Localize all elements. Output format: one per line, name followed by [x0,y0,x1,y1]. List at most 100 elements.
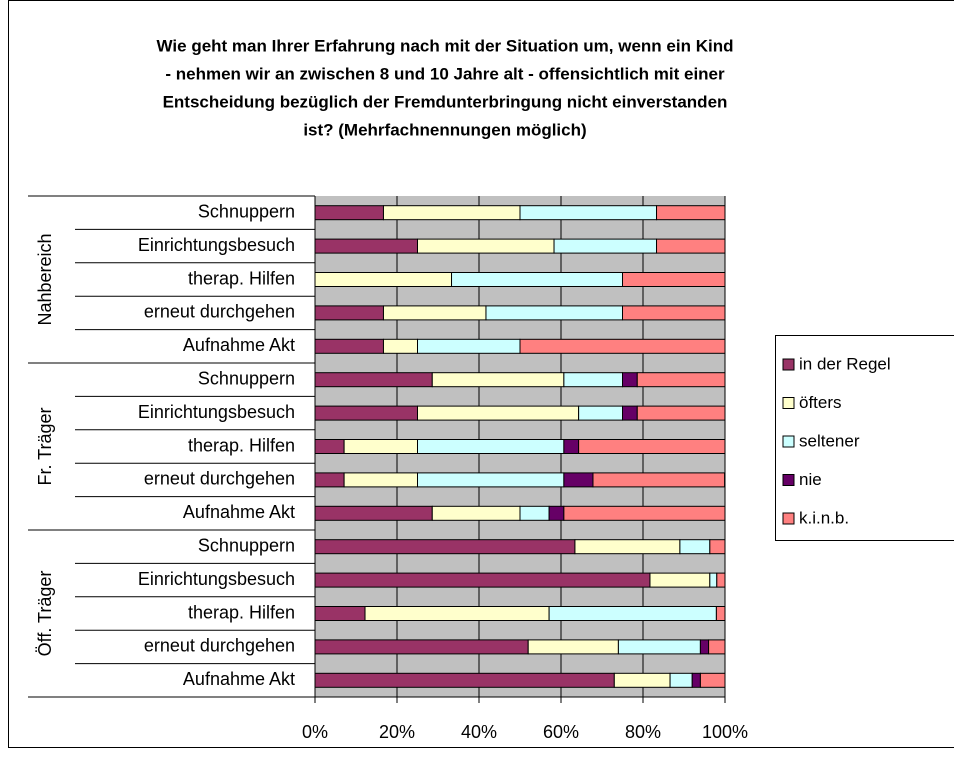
x-tick-label: 40% [461,722,497,742]
bar-segment [622,272,726,287]
bar-segment [314,338,384,354]
bar-segment [314,238,418,254]
y-tick-label: Schnuppern [198,368,295,388]
bar-segment [314,372,433,388]
bar-segment [592,472,726,488]
bar-segment [417,238,555,254]
bar-segment [314,572,651,588]
y-tick-label: therap. Hilfen [188,435,295,455]
chart-title: Entscheidung bezüglich der Fremdunterbri… [163,92,728,111]
bar-segment [715,606,726,621]
bar-segment [417,338,521,354]
x-tick-label: 0% [302,722,328,742]
bar-segment [649,572,711,588]
bar-segment [563,372,623,388]
y-tick-label: erneut durchgehen [144,469,295,489]
bar-segment [485,305,623,321]
bar-segment [431,505,521,521]
bar-segment [709,572,718,588]
bar-segment [716,572,726,588]
bar-segment [563,505,726,521]
bar-segment [622,372,638,388]
bar-segment [519,338,726,354]
bar-segment [417,472,565,488]
bar-segment [563,439,580,454]
y-tick-label: erneut durchgehen [144,302,295,322]
bar-segment [636,405,726,421]
bar-segment [314,305,384,321]
legend-swatch [782,435,795,448]
bar-segment [519,505,550,521]
bar-segment [709,539,726,555]
y-tick-label: Aufnahme Akt [183,669,295,689]
bar-segment [417,405,580,421]
y-tick-label: Einrichtungsbesuch [138,402,295,422]
chart-title: Wie geht man Ihrer Erfahrung nach mit de… [157,36,734,55]
legend-label: nie [799,470,822,489]
group-label: Nahbereich [35,233,55,325]
bar-segment [699,672,726,688]
bar-segment [314,405,418,421]
group-label: Fr. Träger [35,407,55,485]
bar-segment [519,205,658,221]
legend-label: öfters [799,393,842,412]
bar-segment [656,205,726,221]
bar-segment [314,505,433,521]
y-tick-label: therap. Hilfen [188,602,295,622]
bar-segment [553,238,658,254]
bar-segment [548,606,717,621]
bar-segment [364,606,550,621]
bar-segment [451,272,623,287]
bar-segment [314,539,576,555]
bar-segment [613,672,671,688]
bar-segment [578,439,726,454]
bar-segment [314,606,366,621]
bar-segment [343,439,418,454]
bar-segment [431,372,565,388]
y-tick-label: Einrichtungsbesuch [138,569,295,589]
bar-segment [574,539,681,555]
legend-swatch [782,397,795,409]
bar-segment [679,539,711,555]
bar-segment [699,639,710,655]
y-tick-label: Aufnahme Akt [183,502,295,522]
bar-segment [314,205,384,221]
y-tick-label: Aufnahme Akt [183,335,295,355]
chart-title: ist? (Mehrfachnennungen möglich) [303,120,586,139]
bar-segment [622,305,726,321]
chart-title: - nehmen wir an zwischen 8 und 10 Jahre … [165,64,725,83]
bar-segment [314,272,453,287]
y-tick-label: Einrichtungsbesuch [138,235,295,255]
bar-segment [622,405,638,421]
bar-segment [343,472,418,488]
bar-segment [708,639,726,655]
bar-segment [669,672,693,688]
bar-segment [691,672,701,688]
y-tick-label: Schnuppern [198,535,295,555]
bar-segment [417,439,565,454]
bar-segment [617,639,701,655]
bar-segment [578,405,624,421]
bar-segment [527,639,619,655]
legend-swatch [782,358,795,371]
legend-label: k.i.n.b. [799,508,849,527]
bar-segment [314,472,345,488]
x-tick-label: 80% [625,722,661,742]
bar-segment [563,472,594,488]
y-tick-label: therap. Hilfen [188,268,295,288]
x-tick-label: 100% [702,722,748,742]
bar-segment [382,305,487,321]
bar-segment [314,439,345,454]
y-tick-label: Schnuppern [198,201,295,221]
bar-segment [382,338,418,354]
bar-segment [656,238,726,254]
bar-segment [636,372,726,388]
legend-label: in der Regel [799,354,891,373]
bar-segment [548,505,565,521]
bar-segment [382,205,521,221]
legend-swatch [782,474,795,486]
y-tick-label: erneut durchgehen [144,636,295,656]
legend-label: seltener [799,431,860,450]
bar-segment [314,639,529,655]
bar-segment [314,672,615,688]
